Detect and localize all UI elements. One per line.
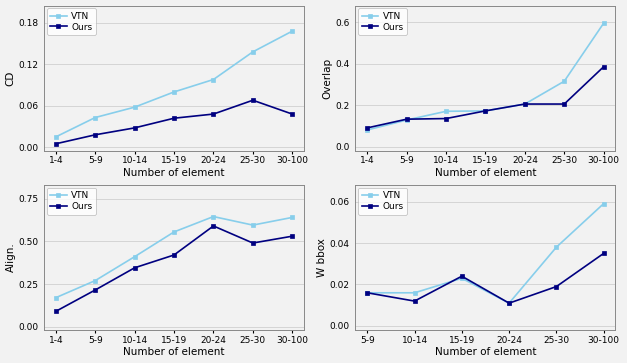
Ours (288, 112, 296, 116)
Ours (364, 126, 371, 130)
Ours (209, 112, 217, 116)
Line: VTN: VTN (365, 201, 606, 306)
VTN (411, 291, 418, 295)
Y-axis label: Align.: Align. (6, 243, 16, 272)
X-axis label: Number of element: Number of element (124, 168, 225, 178)
Ours (600, 251, 608, 256)
Ours (521, 102, 529, 106)
Ours (249, 98, 256, 102)
VTN (92, 278, 99, 283)
VTN (600, 21, 608, 25)
VTN (458, 276, 466, 281)
Y-axis label: W bbox: W bbox (317, 238, 327, 277)
Ours (411, 299, 418, 303)
VTN (92, 115, 99, 120)
VTN (52, 295, 60, 300)
Y-axis label: Overlap: Overlap (323, 58, 333, 99)
VTN (288, 29, 296, 33)
X-axis label: Number of element: Number of element (435, 168, 536, 178)
VTN (209, 77, 217, 82)
Line: Ours: Ours (53, 98, 295, 146)
Ours (131, 266, 139, 270)
Ours (600, 65, 608, 69)
Line: Ours: Ours (53, 224, 295, 314)
VTN (364, 291, 371, 295)
Legend: VTN, Ours: VTN, Ours (47, 8, 96, 35)
Legend: VTN, Ours: VTN, Ours (358, 8, 408, 35)
VTN (442, 109, 450, 114)
Line: VTN: VTN (365, 21, 606, 132)
Ours (52, 309, 60, 314)
VTN (131, 105, 139, 109)
VTN (131, 254, 139, 259)
X-axis label: Number of element: Number of element (435, 347, 536, 358)
Legend: VTN, Ours: VTN, Ours (47, 188, 96, 215)
VTN (52, 135, 60, 139)
VTN (552, 245, 560, 249)
Ours (505, 301, 513, 305)
Ours (171, 116, 178, 121)
Line: Ours: Ours (365, 64, 606, 130)
VTN (600, 201, 608, 206)
Ours (171, 253, 178, 257)
Ours (442, 117, 450, 121)
VTN (403, 118, 411, 122)
VTN (364, 128, 371, 132)
Legend: VTN, Ours: VTN, Ours (358, 188, 408, 215)
Y-axis label: CD: CD (6, 70, 16, 86)
Ours (92, 132, 99, 137)
Line: VTN: VTN (53, 214, 295, 300)
Ours (92, 288, 99, 292)
VTN (561, 79, 568, 83)
Ours (482, 109, 489, 113)
VTN (209, 215, 217, 219)
Line: VTN: VTN (53, 29, 295, 139)
Ours (249, 241, 256, 245)
Ours (288, 234, 296, 238)
Line: Ours: Ours (365, 251, 606, 306)
Ours (52, 142, 60, 146)
Ours (552, 284, 560, 289)
VTN (249, 50, 256, 54)
VTN (288, 215, 296, 220)
Ours (209, 224, 217, 228)
Ours (458, 274, 466, 278)
VTN (171, 90, 178, 94)
VTN (521, 102, 529, 106)
Ours (364, 291, 371, 295)
VTN (171, 230, 178, 234)
VTN (249, 223, 256, 227)
X-axis label: Number of element: Number of element (124, 347, 225, 358)
VTN (505, 301, 513, 305)
Ours (403, 117, 411, 121)
Ours (561, 102, 568, 106)
Ours (131, 126, 139, 130)
VTN (482, 109, 489, 113)
